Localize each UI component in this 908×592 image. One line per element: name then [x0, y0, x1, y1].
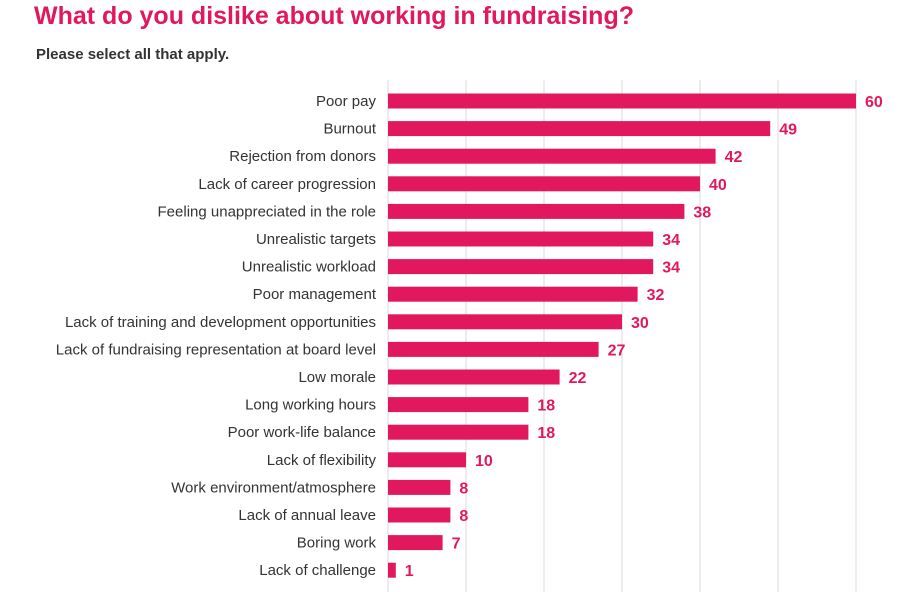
bar-1 [388, 121, 771, 137]
bar-2 [388, 148, 716, 164]
bar-12 [388, 424, 529, 440]
category-label: Lack of fundraising representation at bo… [56, 341, 376, 358]
value-label: 32 [647, 287, 665, 304]
category-label: Feeling unappreciated in the role [158, 203, 376, 220]
bar-3 [388, 176, 700, 192]
bar-11 [388, 397, 529, 413]
category-label: Boring work [297, 535, 377, 552]
category-label: Unrealistic targets [256, 231, 376, 248]
value-label: 38 [693, 204, 711, 221]
bar-4 [388, 203, 685, 219]
bar-8 [388, 314, 622, 330]
bar-15 [388, 507, 451, 523]
value-label: 8 [459, 508, 468, 525]
value-label: 42 [725, 149, 743, 166]
chart-subtitle: Please select all that apply. [36, 46, 230, 63]
labels: Poor pay 60 Burnout 49 Rejection from donors… [56, 93, 883, 580]
value-label: 7 [452, 536, 461, 553]
category-label: Lack of annual leave [238, 507, 376, 524]
category-label: Lack of career progression [198, 176, 376, 193]
bar-9 [388, 341, 599, 357]
bar-13 [388, 452, 466, 468]
category-label: Burnout [323, 121, 376, 138]
value-label: 49 [779, 122, 797, 139]
value-label: 27 [608, 342, 626, 359]
value-label: 60 [865, 94, 883, 111]
value-label: 10 [475, 453, 493, 470]
chart-title: What do you dislike about working in fun… [34, 2, 634, 30]
bar-10 [388, 369, 560, 385]
category-label: Unrealistic workload [242, 259, 376, 276]
category-label: Poor work-life balance [228, 424, 376, 441]
category-label: Lack of flexibility [267, 452, 377, 469]
value-label: 22 [569, 370, 587, 387]
category-label: Low morale [298, 369, 376, 386]
value-label: 40 [709, 177, 727, 194]
value-label: 34 [662, 232, 680, 249]
category-label: Lack of challenge [259, 562, 376, 579]
value-label: 34 [662, 260, 680, 277]
category-label: Poor pay [316, 93, 377, 110]
category-label: Poor management [253, 286, 377, 303]
value-label: 30 [631, 315, 649, 332]
category-label: Rejection from donors [229, 148, 376, 165]
bar-6 [388, 259, 654, 275]
category-label: Work environment/atmosphere [171, 479, 376, 496]
category-label: Lack of training and development opportu… [65, 314, 376, 331]
value-label: 18 [537, 398, 555, 415]
bar-17 [388, 562, 396, 578]
value-label: 1 [405, 563, 414, 580]
bars [388, 93, 856, 578]
bar-16 [388, 535, 443, 551]
bar-0 [388, 93, 856, 109]
gridlines [387, 80, 857, 592]
bar-14 [388, 479, 451, 495]
bar-5 [388, 231, 654, 247]
bar-7 [388, 286, 638, 302]
value-label: 18 [537, 425, 555, 442]
category-label: Long working hours [245, 397, 376, 414]
value-label: 8 [459, 480, 468, 497]
